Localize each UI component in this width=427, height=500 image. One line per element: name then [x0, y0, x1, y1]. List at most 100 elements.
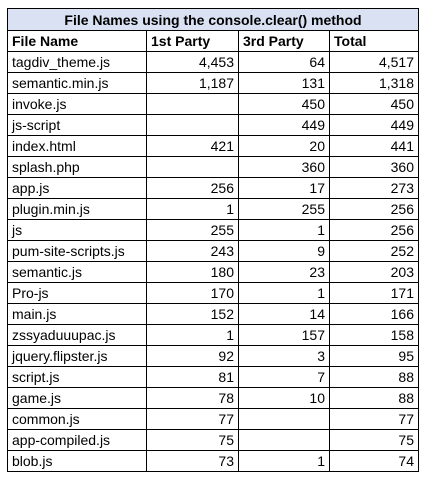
cell-file-name: app.js	[7, 177, 147, 199]
cell-3rd-party: 255	[238, 198, 330, 220]
cell-file-name: common.js	[7, 408, 147, 430]
cell-1st-party: 255	[146, 219, 239, 241]
cell-1st-party: 180	[146, 261, 239, 283]
cell-1st-party: 152	[146, 303, 239, 325]
table-row: main.js 152 14 166	[7, 303, 419, 325]
header-file-name: File Name	[7, 30, 147, 52]
cell-file-name: main.js	[7, 303, 147, 325]
header-1st-party: 1st Party	[146, 30, 239, 52]
cell-file-name: tagdiv_theme.js	[7, 51, 147, 73]
cell-total: 75	[329, 429, 419, 451]
cell-file-name: semantic.min.js	[7, 72, 147, 94]
cell-file-name: zssyaduuupac.js	[7, 324, 147, 346]
cell-total: 450	[329, 93, 419, 115]
cell-3rd-party	[238, 408, 330, 430]
cell-total: 203	[329, 261, 419, 283]
cell-1st-party: 77	[146, 408, 239, 430]
header-total: Total	[329, 30, 419, 52]
cell-3rd-party: 10	[238, 387, 330, 409]
table-body: tagdiv_theme.js 4,453 64 4,517 semantic.min.…	[7, 51, 419, 472]
cell-file-name: app-compiled.js	[7, 429, 147, 451]
table-row: app-compiled.js 75 75	[7, 429, 419, 451]
table-row: tagdiv_theme.js 4,453 64 4,517	[7, 51, 419, 73]
title-row: File Names using the console.clear() met…	[7, 8, 419, 31]
table-row: jquery.flipster.js 92 3 95	[7, 345, 419, 367]
cell-1st-party	[146, 93, 239, 115]
cell-3rd-party: 131	[238, 72, 330, 94]
cell-total: 166	[329, 303, 419, 325]
cell-3rd-party: 360	[238, 156, 330, 178]
table-title: File Names using the console.clear() met…	[7, 8, 419, 31]
table-row: blob.js 73 1 74	[7, 450, 419, 472]
table-row: semantic.min.js 1,187 131 1,318	[7, 72, 419, 94]
cell-1st-party: 1,187	[146, 72, 239, 94]
cell-total: 256	[329, 198, 419, 220]
cell-1st-party: 92	[146, 345, 239, 367]
cell-file-name: semantic.js	[7, 261, 147, 283]
cell-3rd-party: 3	[238, 345, 330, 367]
cell-3rd-party: 1	[238, 219, 330, 241]
cell-file-name: js-script	[7, 114, 147, 136]
cell-file-name: js	[7, 219, 147, 241]
cell-file-name: plugin.min.js	[7, 198, 147, 220]
cell-3rd-party: 20	[238, 135, 330, 157]
cell-3rd-party: 23	[238, 261, 330, 283]
table-row: Pro-js 170 1 171	[7, 282, 419, 304]
cell-total: 449	[329, 114, 419, 136]
table-row: semantic.js 180 23 203	[7, 261, 419, 283]
table-row: zssyaduuupac.js 1 157 158	[7, 324, 419, 346]
table-row: js 255 1 256	[7, 219, 419, 241]
cell-total: 77	[329, 408, 419, 430]
table-row: common.js 77 77	[7, 408, 419, 430]
header-3rd-party: 3rd Party	[238, 30, 330, 52]
header-row: File Name 1st Party 3rd Party Total	[7, 30, 419, 52]
cell-file-name: pum-site-scripts.js	[7, 240, 147, 262]
cell-1st-party: 1	[146, 198, 239, 220]
table-row: splash.php 360 360	[7, 156, 419, 178]
cell-total: 88	[329, 366, 419, 388]
cell-total: 252	[329, 240, 419, 262]
cell-file-name: splash.php	[7, 156, 147, 178]
cell-1st-party: 170	[146, 282, 239, 304]
cell-3rd-party: 64	[238, 51, 330, 73]
cell-1st-party: 243	[146, 240, 239, 262]
cell-3rd-party: 1	[238, 450, 330, 472]
cell-3rd-party: 17	[238, 177, 330, 199]
table-wrapper: File Names using the console.clear() met…	[7, 8, 419, 472]
cell-3rd-party: 9	[238, 240, 330, 262]
cell-file-name: blob.js	[7, 450, 147, 472]
cell-1st-party: 1	[146, 324, 239, 346]
cell-1st-party	[146, 114, 239, 136]
cell-file-name: Pro-js	[7, 282, 147, 304]
table-row: game.js 78 10 88	[7, 387, 419, 409]
cell-file-name: game.js	[7, 387, 147, 409]
cell-total: 256	[329, 219, 419, 241]
cell-3rd-party: 1	[238, 282, 330, 304]
cell-3rd-party: 450	[238, 93, 330, 115]
table-row: invoke.js 450 450	[7, 93, 419, 115]
cell-total: 441	[329, 135, 419, 157]
table-row: index.html 421 20 441	[7, 135, 419, 157]
table-row: pum-site-scripts.js 243 9 252	[7, 240, 419, 262]
cell-file-name: jquery.flipster.js	[7, 345, 147, 367]
cell-3rd-party: 7	[238, 366, 330, 388]
cell-file-name: index.html	[7, 135, 147, 157]
cell-total: 360	[329, 156, 419, 178]
cell-1st-party: 4,453	[146, 51, 239, 73]
cell-total: 88	[329, 387, 419, 409]
table-row: plugin.min.js 1 255 256	[7, 198, 419, 220]
cell-1st-party: 81	[146, 366, 239, 388]
cell-total: 74	[329, 450, 419, 472]
cell-total: 273	[329, 177, 419, 199]
cell-3rd-party: 449	[238, 114, 330, 136]
cell-total: 158	[329, 324, 419, 346]
cell-total: 95	[329, 345, 419, 367]
cell-1st-party: 73	[146, 450, 239, 472]
cell-1st-party: 75	[146, 429, 239, 451]
cell-1st-party: 78	[146, 387, 239, 409]
cell-1st-party: 256	[146, 177, 239, 199]
cell-file-name: script.js	[7, 366, 147, 388]
cell-1st-party	[146, 156, 239, 178]
cell-3rd-party	[238, 429, 330, 451]
file-names-table: File Names using the console.clear() met…	[7, 8, 419, 472]
